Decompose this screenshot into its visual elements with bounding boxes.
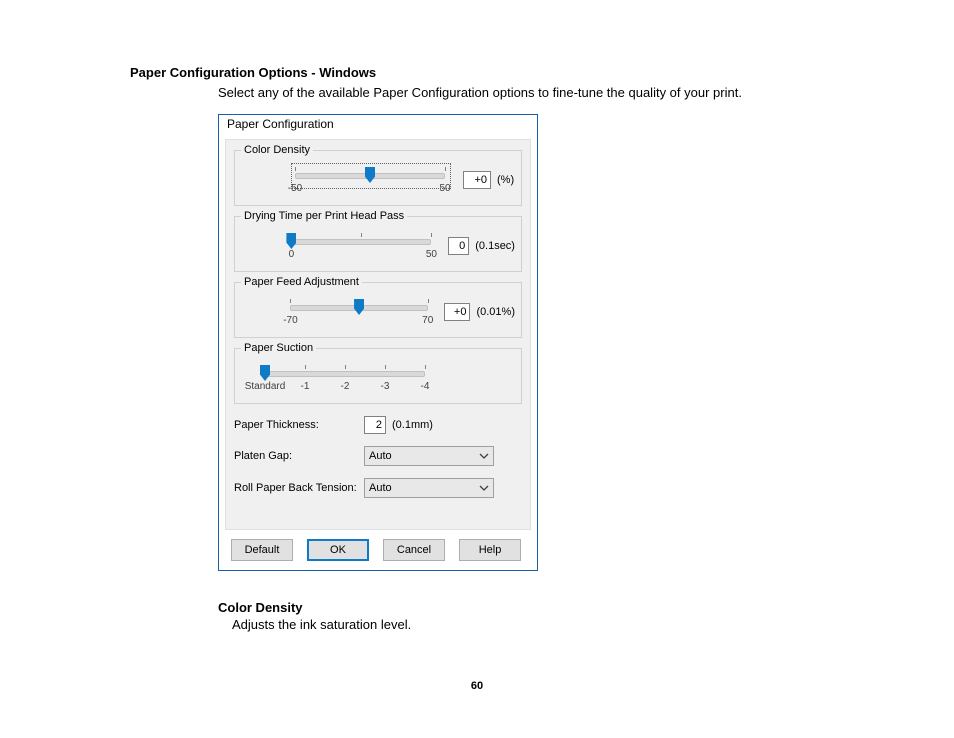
paper-thickness-unit: (0.1mm) — [392, 419, 433, 431]
default-button[interactable]: Default — [231, 539, 293, 561]
color-density-thumb[interactable] — [365, 167, 375, 183]
dt-min-label: 0 — [289, 249, 295, 260]
paper-feed-legend: Paper Feed Adjustment — [241, 276, 362, 288]
chevron-down-icon — [479, 483, 489, 493]
color-density-value[interactable]: +0 — [463, 171, 491, 189]
color-density-unit: (%) — [497, 174, 514, 186]
drying-time-thumb[interactable] — [286, 233, 296, 249]
color-density-subhead: Color Density — [218, 600, 303, 615]
ok-button[interactable]: OK — [307, 539, 369, 561]
dt-max-label: 50 — [426, 249, 437, 260]
color-density-slider[interactable]: -50 50 — [295, 165, 445, 195]
dialog-button-bar: Default OK Cancel Help — [225, 536, 531, 564]
color-density-legend: Color Density — [241, 144, 313, 156]
page-number: 60 — [0, 680, 954, 692]
ps-label-2: -2 — [341, 381, 350, 392]
pf-max-label: 70 — [422, 315, 433, 326]
paper-feed-unit: (0.01%) — [476, 306, 515, 318]
color-density-group: Color Density -50 50 +0 ( — [234, 150, 522, 206]
cancel-button[interactable]: Cancel — [383, 539, 445, 561]
platen-gap-row: Platen Gap: Auto — [234, 446, 522, 466]
roll-tension-value: Auto — [369, 482, 392, 494]
page-heading: Paper Configuration Options - Windows — [130, 65, 376, 80]
paper-feed-value[interactable]: +0 — [444, 303, 470, 321]
cd-max-label: 50 — [439, 183, 450, 194]
color-density-description: Adjusts the ink saturation level. — [232, 617, 411, 632]
roll-tension-select[interactable]: Auto — [364, 478, 494, 498]
paper-suction-group: Paper Suction Standard -1 -2 - — [234, 348, 522, 404]
ps-label-1: -1 — [301, 381, 310, 392]
ps-label-3: -3 — [381, 381, 390, 392]
paper-thickness-label: Paper Thickness: — [234, 419, 364, 431]
platen-gap-value: Auto — [369, 450, 392, 462]
paper-feed-thumb[interactable] — [354, 299, 364, 315]
drying-time-group: Drying Time per Print Head Pass 0 50 0 — [234, 216, 522, 272]
pf-min-label: -70 — [283, 315, 297, 326]
dialog-body: Color Density -50 50 +0 ( — [225, 139, 531, 530]
paper-feed-slider[interactable]: -70 70 — [290, 297, 427, 327]
drying-time-slider[interactable]: 0 50 — [291, 231, 431, 261]
ps-label-0: Standard — [245, 381, 286, 392]
paper-thickness-row: Paper Thickness: 2 (0.1mm) — [234, 416, 522, 434]
paper-feed-group: Paper Feed Adjustment -70 70 +0 (0.01% — [234, 282, 522, 338]
cd-min-label: -50 — [288, 183, 302, 194]
paper-suction-legend: Paper Suction — [241, 342, 316, 354]
drying-time-value[interactable]: 0 — [448, 237, 469, 255]
ps-label-4: -4 — [421, 381, 430, 392]
platen-gap-select[interactable]: Auto — [364, 446, 494, 466]
platen-gap-label: Platen Gap: — [234, 450, 364, 462]
paper-thickness-input[interactable]: 2 — [364, 416, 386, 434]
drying-time-unit: (0.1sec) — [475, 240, 515, 252]
chevron-down-icon — [479, 451, 489, 461]
drying-time-legend: Drying Time per Print Head Pass — [241, 210, 407, 222]
paper-configuration-dialog: Paper Configuration Color Density -50 — [218, 114, 538, 571]
intro-text: Select any of the available Paper Config… — [218, 85, 742, 100]
paper-suction-slider[interactable]: Standard -1 -2 -3 -4 — [265, 363, 425, 393]
roll-tension-row: Roll Paper Back Tension: Auto — [234, 478, 522, 498]
dialog-title: Paper Configuration — [219, 115, 537, 139]
help-button[interactable]: Help — [459, 539, 521, 561]
roll-tension-label: Roll Paper Back Tension: — [234, 482, 364, 494]
paper-suction-thumb[interactable] — [260, 365, 270, 381]
